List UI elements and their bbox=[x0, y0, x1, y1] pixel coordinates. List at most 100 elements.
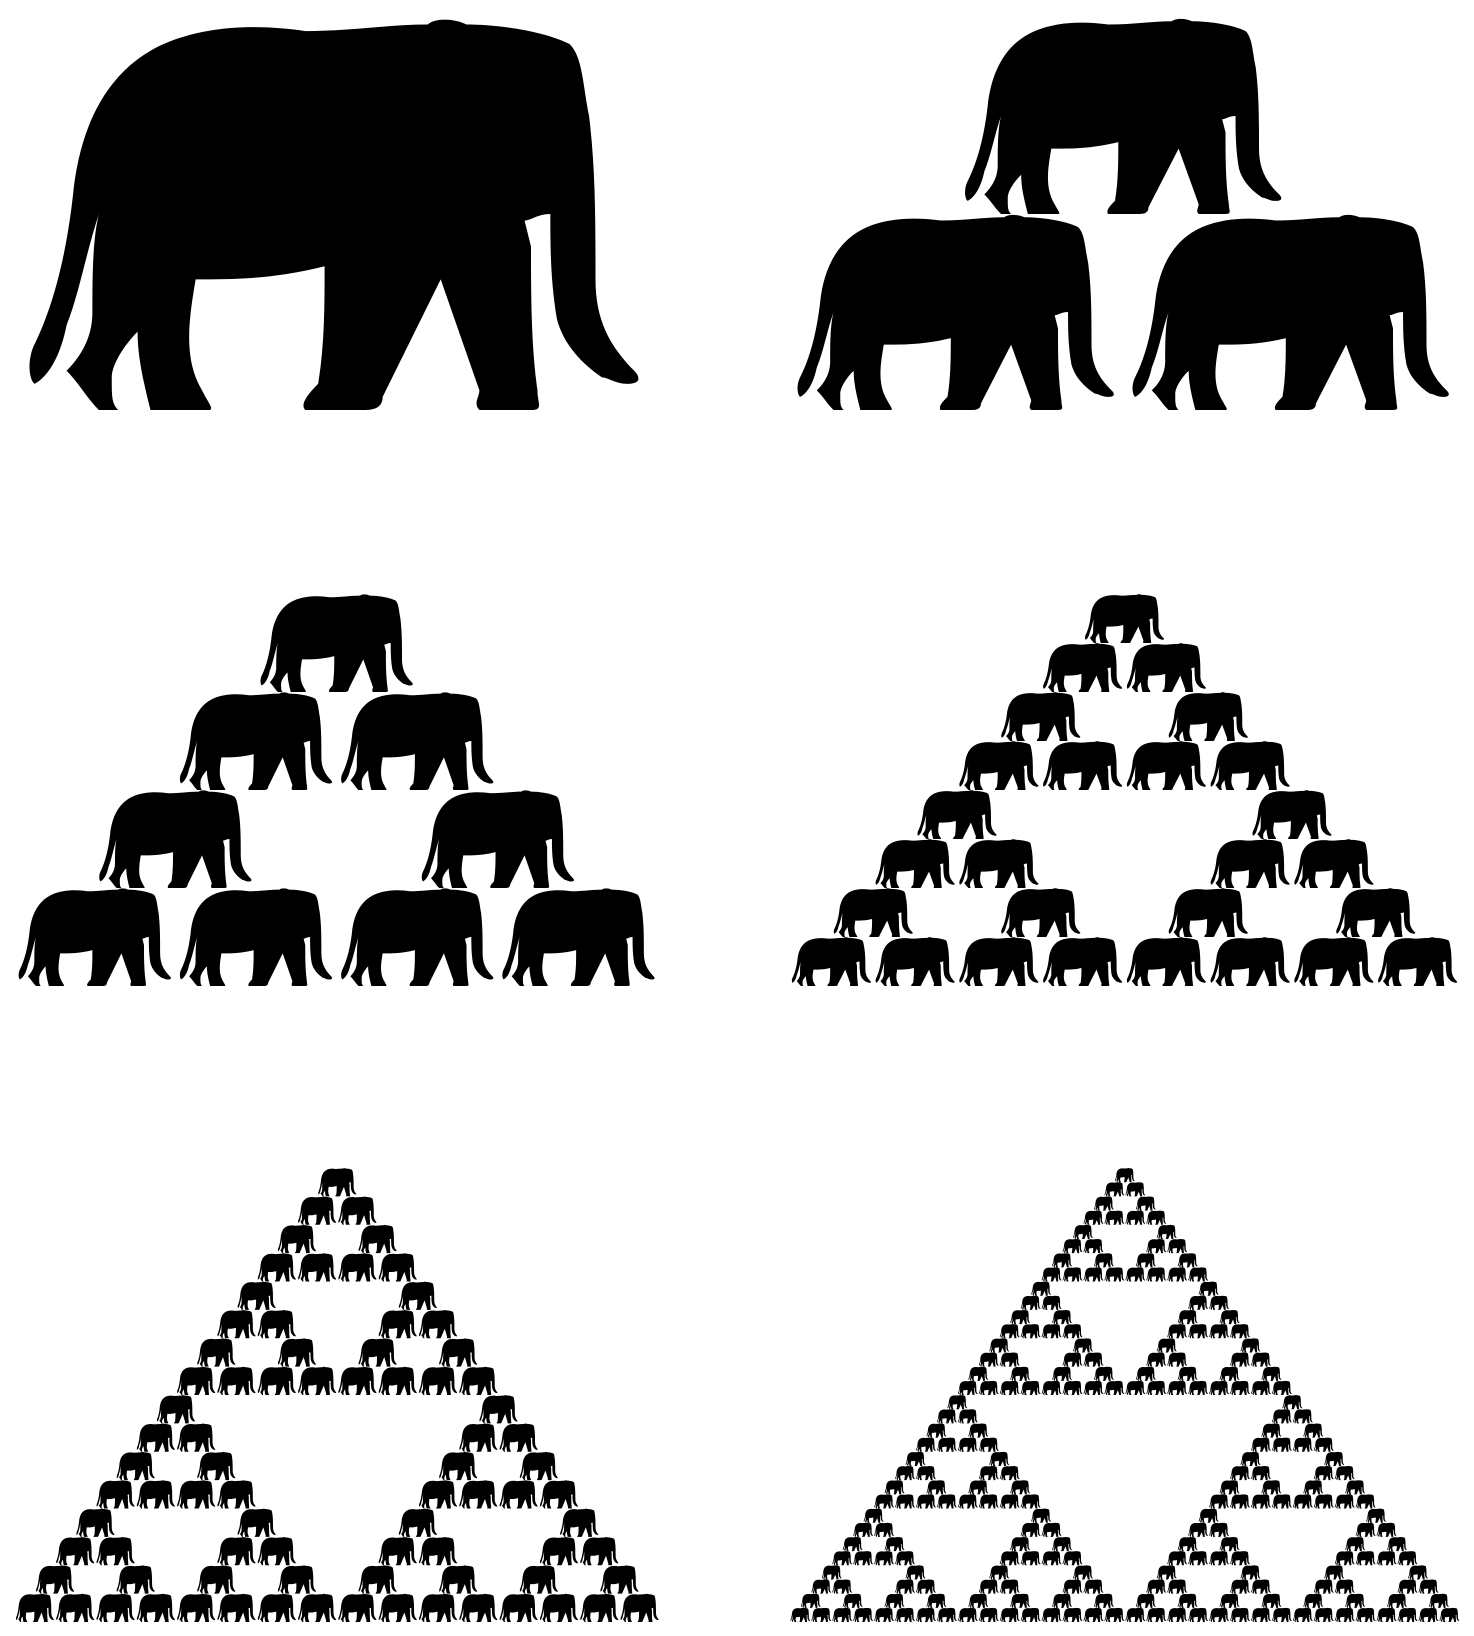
elephant-icon bbox=[1292, 1607, 1313, 1622]
elephant-icon bbox=[832, 1551, 853, 1566]
elephant-icon bbox=[338, 1366, 377, 1396]
elephant-icon bbox=[1198, 1281, 1219, 1296]
elephant-icon bbox=[1041, 1551, 1062, 1566]
elephant-icon bbox=[916, 1494, 936, 1509]
elephant-icon bbox=[179, 692, 333, 790]
elephant-icon bbox=[1345, 1480, 1366, 1495]
elephant-icon bbox=[1334, 1579, 1355, 1594]
elephant-icon bbox=[620, 1593, 659, 1623]
elephant-icon bbox=[1177, 1536, 1198, 1552]
elephant-icon bbox=[1020, 1522, 1041, 1537]
elephant-icon bbox=[957, 1607, 978, 1622]
elephant-icon bbox=[884, 1480, 905, 1495]
elephant-icon bbox=[874, 1551, 894, 1566]
elephant-icon bbox=[257, 1309, 296, 1339]
elephant-icon bbox=[277, 1338, 316, 1367]
elephant-icon bbox=[1168, 888, 1248, 938]
elephant-icon bbox=[937, 1437, 957, 1452]
elephant-icon bbox=[965, 18, 1282, 215]
elephant-icon bbox=[833, 888, 913, 938]
elephant-icon bbox=[1073, 1338, 1093, 1353]
elephant-icon bbox=[1062, 1352, 1083, 1367]
elephant-icon bbox=[1083, 1352, 1104, 1367]
elephant-icon bbox=[999, 1352, 1020, 1367]
elephant-icon bbox=[1210, 839, 1290, 889]
elephant-icon bbox=[1125, 1182, 1146, 1197]
elephant-icon bbox=[1043, 643, 1123, 693]
elephant-icon bbox=[947, 1395, 968, 1410]
elephant-icon bbox=[999, 1494, 1020, 1509]
elephant-icon bbox=[1167, 1607, 1188, 1622]
elephant-icon bbox=[1188, 1522, 1209, 1537]
elephant-icon bbox=[800, 1593, 821, 1608]
elephant-icon bbox=[926, 1423, 947, 1438]
elephant-icon bbox=[1198, 1508, 1219, 1523]
elephant-icon bbox=[1272, 1607, 1292, 1622]
elephant-icon bbox=[338, 1196, 377, 1225]
elephant-icon bbox=[1294, 839, 1374, 889]
elephant-icon bbox=[378, 1309, 417, 1339]
elephant-icon bbox=[1209, 1551, 1229, 1566]
elephant-icon bbox=[1094, 1196, 1114, 1211]
elephant-icon bbox=[959, 741, 1039, 791]
elephant-icon bbox=[853, 1551, 874, 1566]
elephant-icon bbox=[1062, 1380, 1083, 1395]
elephant-icon bbox=[1041, 1380, 1062, 1395]
elephant-icon bbox=[1146, 1238, 1167, 1254]
elephant-icon bbox=[1292, 1437, 1313, 1452]
elephant-icon bbox=[1324, 1565, 1345, 1580]
elephant-icon bbox=[1146, 1607, 1167, 1622]
elephant-icon bbox=[1083, 1607, 1104, 1622]
elephant-icon bbox=[1230, 1579, 1250, 1594]
elephant-icon bbox=[1010, 1309, 1031, 1325]
elephant-icon bbox=[874, 1522, 894, 1537]
elephant-icon bbox=[116, 1565, 155, 1594]
elephant-icon bbox=[1062, 1607, 1083, 1622]
elephant-icon bbox=[1188, 1380, 1209, 1395]
elephant-icon bbox=[821, 1565, 842, 1580]
elephant-icon bbox=[96, 1536, 135, 1566]
elephant-icon bbox=[519, 1565, 558, 1594]
panel-iteration-1 bbox=[797, 18, 1449, 411]
elephant-icon bbox=[1073, 1565, 1093, 1580]
elephant-icon bbox=[1251, 1465, 1271, 1481]
panel-iteration-2 bbox=[18, 594, 655, 986]
elephant-icon bbox=[1177, 1253, 1198, 1268]
elephant-icon bbox=[1020, 1551, 1041, 1566]
elephant-icon bbox=[179, 888, 333, 986]
elephant-icon bbox=[1083, 1579, 1104, 1594]
elephant-icon bbox=[1282, 1395, 1303, 1410]
elephant-icon bbox=[177, 1593, 216, 1623]
elephant-icon bbox=[917, 790, 997, 840]
elephant-icon bbox=[1313, 1607, 1334, 1622]
elephant-icon bbox=[957, 1409, 978, 1424]
elephant-icon bbox=[1146, 1210, 1167, 1225]
elephant-icon bbox=[257, 1253, 296, 1282]
elephant-icon bbox=[1041, 1267, 1062, 1282]
elephant-icon bbox=[1126, 741, 1206, 791]
elephant-icon bbox=[1240, 1451, 1261, 1466]
elephant-icon bbox=[989, 1338, 1010, 1353]
elephant-icon bbox=[1334, 1494, 1355, 1509]
elephant-icon bbox=[1418, 1607, 1439, 1622]
elephant-icon bbox=[1240, 1565, 1261, 1580]
elephant-icon bbox=[1010, 1593, 1031, 1608]
elephant-icon bbox=[1209, 1522, 1229, 1537]
elephant-icon bbox=[1083, 1210, 1104, 1225]
elephant-icon bbox=[1188, 1295, 1209, 1310]
elephant-icon bbox=[421, 790, 574, 888]
elephant-icon bbox=[1210, 937, 1290, 987]
elephant-icon bbox=[156, 1395, 196, 1424]
elephant-icon bbox=[1292, 1409, 1313, 1424]
elephant-icon bbox=[1031, 1508, 1052, 1523]
elephant-icon bbox=[217, 1593, 256, 1623]
elephant-icon bbox=[1251, 1494, 1271, 1509]
elephant-icon bbox=[1397, 1579, 1418, 1594]
elephant-icon bbox=[1020, 1494, 1041, 1509]
elephant-icon bbox=[1378, 937, 1458, 987]
elephant-icon bbox=[18, 888, 171, 986]
elephant-icon bbox=[539, 1536, 579, 1566]
elephant-icon bbox=[1303, 1593, 1324, 1608]
elephant-icon bbox=[1177, 1309, 1198, 1325]
elephant-icon bbox=[1355, 1551, 1376, 1566]
